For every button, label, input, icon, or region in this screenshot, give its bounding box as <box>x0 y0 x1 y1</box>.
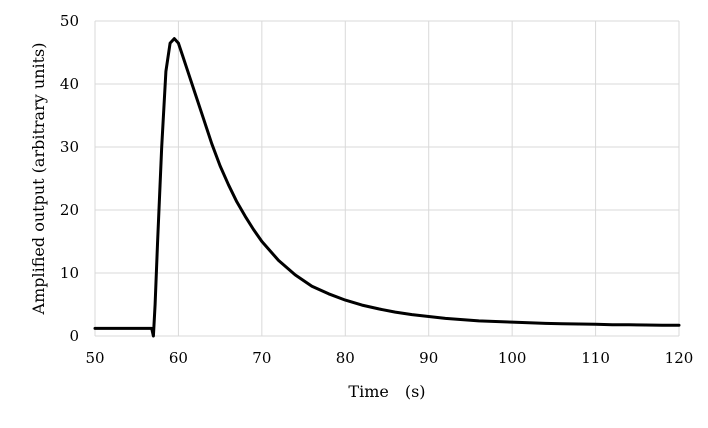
y-tick-label: 50 <box>60 12 79 30</box>
y-tick-label: 10 <box>60 264 79 282</box>
y-tick-label: 40 <box>60 75 79 93</box>
x-tick-label: 90 <box>419 349 438 367</box>
x-tick-label: 100 <box>498 349 527 367</box>
x-axis-label: Time (s) <box>348 382 425 401</box>
x-tick-label: 60 <box>169 349 188 367</box>
x-tick-label: 70 <box>252 349 271 367</box>
series-line <box>93 37 681 338</box>
x-tick-label: 110 <box>581 349 610 367</box>
tick-labels: 0 10 20 30 40 50 50 60 70 80 90 100 110 120 <box>60 12 693 367</box>
series-layer <box>93 37 681 338</box>
x-tick-label: 120 <box>665 349 694 367</box>
y-axis-label: Amplified output (arbitrary units) <box>29 43 48 316</box>
gridlines <box>94 20 680 337</box>
y-tick-label: 0 <box>69 327 79 345</box>
x-tick-label: 50 <box>85 349 104 367</box>
y-tick-label: 20 <box>60 201 79 219</box>
x-tick-label: 80 <box>336 349 355 367</box>
y-tick-label: 30 <box>60 138 79 156</box>
